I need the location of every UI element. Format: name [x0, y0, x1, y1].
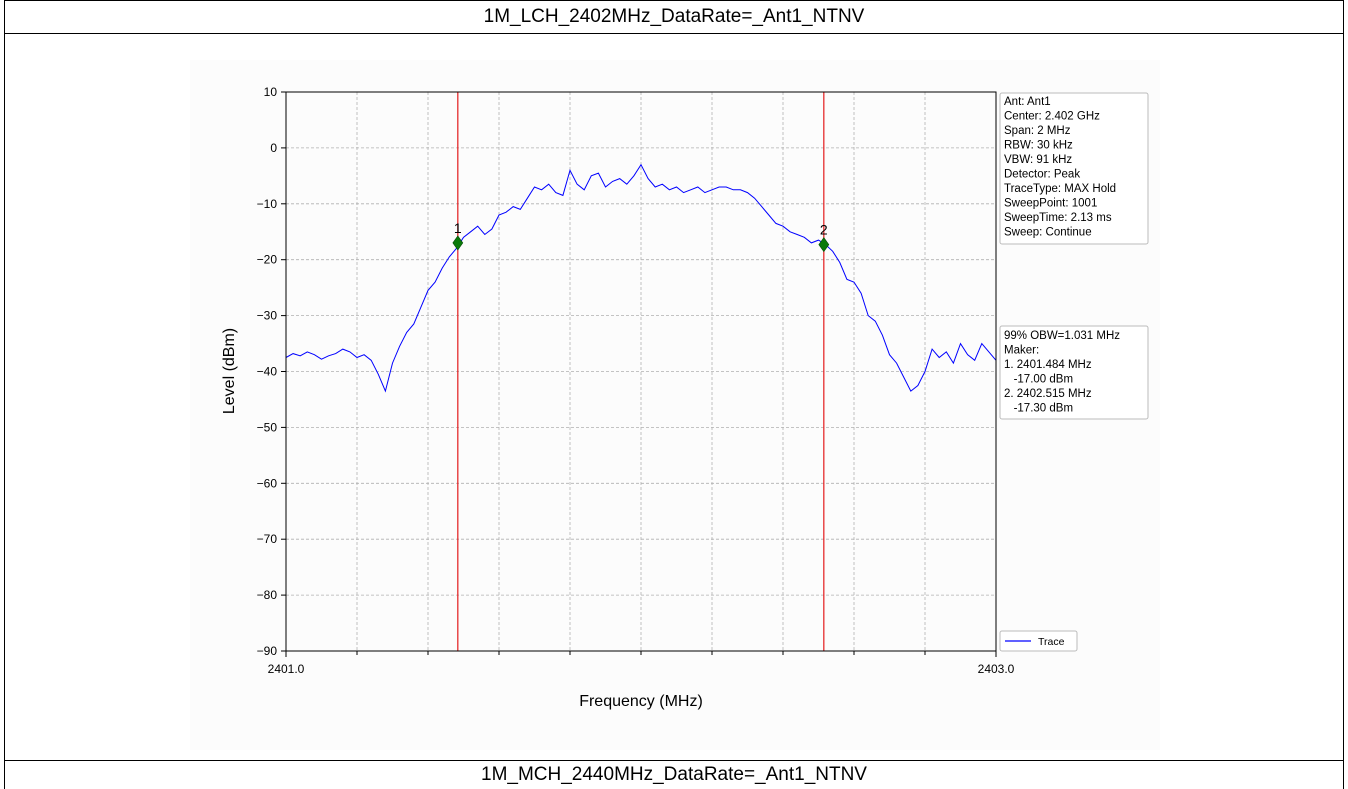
y-tick-label: −40 [257, 365, 278, 379]
report-frame [4, 0, 1344, 789]
marker-vertical-lines [457, 92, 825, 651]
y-tick-label: −90 [257, 644, 278, 658]
info-line: Span: 2 MHz [1004, 125, 1071, 137]
info-line: Center: 2.402 GHz [1004, 111, 1100, 123]
legend: Trace [999, 630, 1078, 652]
info-line: SweepPoint: 1001 [1004, 198, 1097, 210]
result-line: 1. 2401.484 MHz [1004, 359, 1092, 371]
x-tick-label: 2401.0 [268, 662, 305, 676]
info-line: TraceType: MAX Hold [1004, 183, 1116, 195]
marker-diamond [818, 237, 830, 253]
info-line: Ant: Ant1 [1004, 96, 1051, 108]
spectrum-plot-area: 10 0 −10 −20 −30 −40 −50 −60 −70 −80 −90 2401.0 2403… [190, 60, 1160, 750]
result-line: -17.00 dBm [1004, 374, 1073, 386]
y-tick-label: −80 [257, 588, 278, 602]
result-line: Maker: [1004, 345, 1039, 357]
y-tick-label: −50 [257, 420, 278, 434]
x-tick-label: 2403.0 [978, 662, 1015, 676]
info-line: Detector: Peak [1004, 169, 1080, 181]
result-line: -17.30 dBm [1004, 403, 1073, 415]
grid-lines [286, 92, 996, 651]
marker-label: 2 [820, 222, 828, 238]
marker-diamond [452, 235, 464, 251]
axes-frame [285, 91, 997, 652]
result-line: 2. 2402.515 MHz [1004, 388, 1092, 400]
y-tick-label: −70 [257, 532, 278, 546]
plot-header-title: 1M_LCH_2402MHz_DataRate=_Ant1_NTNV [4, 0, 1344, 34]
info-line: RBW: 30 kHz [1004, 140, 1073, 152]
y-tick-label: 10 [264, 85, 278, 99]
y-tick-label: −60 [257, 476, 278, 490]
trace-series [285, 163, 997, 393]
marker-label: 1 [454, 220, 462, 236]
y-tick-label: −30 [257, 309, 278, 323]
axis-ticks: 10 0 −10 −20 −30 −40 −50 −60 −70 −80 −90 2401.0 2403… [257, 85, 1015, 676]
info-line: Sweep: Continue [1004, 227, 1092, 239]
info-line: VBW: 91 kHz [1004, 154, 1072, 166]
result-line: 99% OBW=1.031 MHz [1004, 330, 1120, 342]
y-tick-label: −10 [257, 197, 278, 211]
spectrum-chart: 10 0 −10 −20 −30 −40 −50 −60 −70 −80 −90 2401.0 2403… [221, 85, 1149, 710]
y-tick-label: −20 [257, 253, 278, 267]
trace-line [285, 163, 997, 393]
y-axis-label: Level (dBm) [221, 328, 238, 414]
info-box: Ant: Ant1 Center: 2.402 GHz Span: 2 MHz RBW… [999, 92, 1149, 245]
result-box: 99% OBW=1.031 MHz Maker: 1. 2401.484 MHz -… [999, 325, 1149, 420]
info-line: SweepTime: 2.13 ms [1004, 212, 1112, 224]
y-tick-label: 0 [270, 141, 277, 155]
legend-label: Trace [1038, 636, 1065, 648]
next-plot-header-title: 1M_MCH_2440MHz_DataRate=_Ant1_NTNV [4, 760, 1344, 789]
x-axis-label: Frequency (MHz) [579, 693, 703, 710]
